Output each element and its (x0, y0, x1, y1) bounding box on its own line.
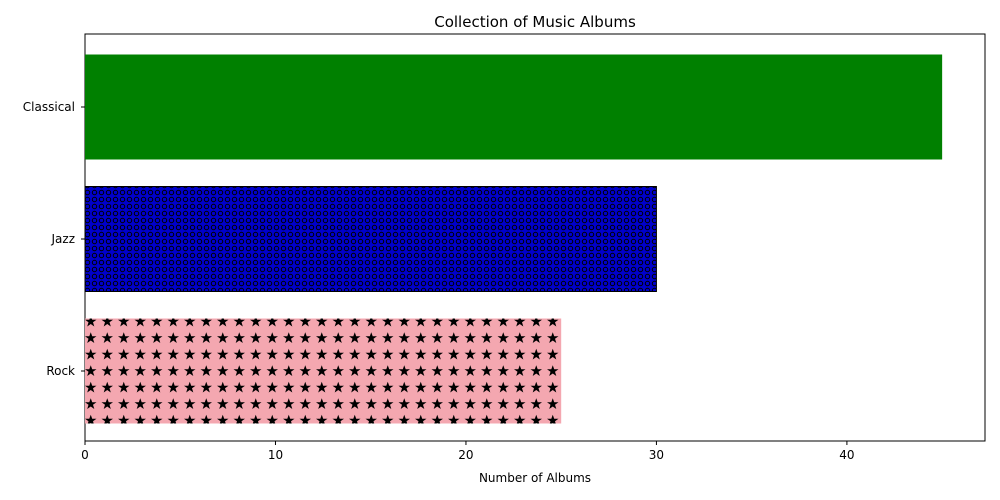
x-tick-label-30: 30 (649, 448, 664, 462)
x-tick-label-20: 20 (458, 448, 473, 462)
x-tick-label-0: 0 (81, 448, 89, 462)
bar-rock (85, 318, 562, 424)
x-tick-label-10: 10 (268, 448, 283, 462)
bar-classical (85, 54, 943, 160)
y-tick-label-jazz: Jazz (51, 232, 76, 246)
x-axis-ticks: 0 10 20 30 40 (81, 441, 855, 462)
chart-title: Collection of Music Albums (434, 13, 636, 31)
bar-jazz (84, 186, 657, 292)
x-tick-label-40: 40 (839, 448, 854, 462)
y-axis-ticks: Rock Jazz Classical (23, 100, 85, 378)
bars-group (84, 54, 943, 424)
x-axis-label: Number of Albums (479, 471, 591, 485)
plot-area: Rock Jazz Classical 0 10 20 30 40 (23, 33, 986, 462)
y-tick-label-rock: Rock (46, 364, 75, 378)
y-tick-label-classical: Classical (23, 100, 75, 114)
